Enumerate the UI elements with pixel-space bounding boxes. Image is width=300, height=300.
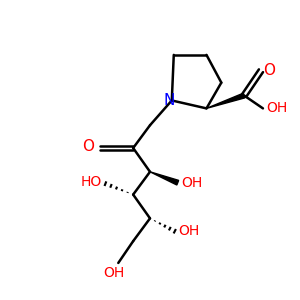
Text: OH: OH — [181, 176, 202, 190]
Text: OH: OH — [266, 101, 287, 116]
Text: OH: OH — [104, 266, 125, 280]
Text: O: O — [263, 63, 275, 78]
Polygon shape — [206, 93, 245, 108]
Text: OH: OH — [178, 224, 199, 238]
Text: N: N — [163, 93, 175, 108]
Polygon shape — [150, 172, 178, 185]
Text: O: O — [82, 139, 94, 154]
Text: HO: HO — [81, 175, 102, 189]
